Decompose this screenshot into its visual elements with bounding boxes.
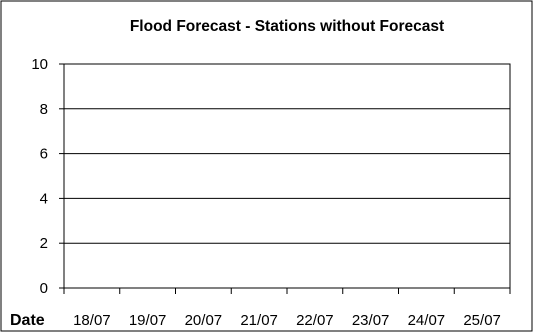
y-tick-label: 2 [40, 235, 48, 252]
x-tick-label: 18/07 [73, 312, 111, 329]
x-axis: 18/07 19/07 20/07 21/07 22/07 23/07 24/07 25/07 [63, 288, 511, 329]
gridlines [64, 108, 510, 244]
x-tick-label: 22/07 [296, 312, 334, 329]
x-tick-label: 24/07 [408, 312, 446, 329]
x-axis-label: Date [10, 312, 45, 329]
x-tick-label: 23/07 [352, 312, 390, 329]
x-tick-label: 25/07 [463, 312, 501, 329]
y-tick-label: 4 [40, 190, 48, 207]
y-tick-label: 10 [31, 56, 48, 73]
chart-title: Flood Forecast - Stations without Foreca… [130, 18, 444, 35]
x-tick-label: 19/07 [129, 312, 167, 329]
x-tick-label: 20/07 [185, 312, 223, 329]
y-tick-label: 6 [40, 146, 48, 163]
y-axis: 0 2 4 6 8 10 [31, 56, 64, 297]
x-tick-label: 21/07 [240, 312, 278, 329]
y-tick-label: 8 [40, 101, 48, 118]
y-tick-label: 0 [40, 280, 48, 297]
